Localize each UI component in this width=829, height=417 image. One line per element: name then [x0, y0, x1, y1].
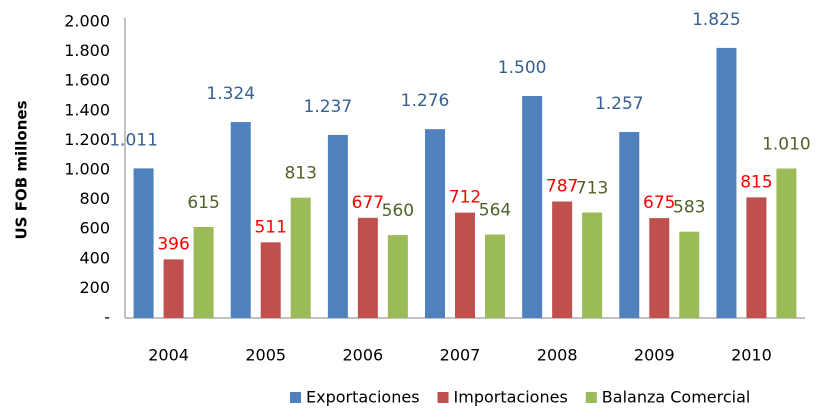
y-tick-label: 1.400: [64, 100, 110, 119]
value-label: 564: [479, 201, 511, 221]
y-tick-label: 1.800: [64, 41, 110, 60]
y-tick-label: 800: [79, 189, 110, 208]
bar: [582, 212, 603, 318]
y-tick-label: 1.600: [64, 71, 110, 90]
value-label: 677: [352, 193, 384, 213]
bar: [260, 242, 281, 318]
bar: [357, 217, 378, 318]
y-tick-label: 200: [79, 278, 110, 297]
y-tick-label: -: [104, 308, 110, 327]
value-label: 1.010: [762, 135, 811, 155]
value-label: 712: [449, 188, 481, 208]
x-tick-label: 2006: [342, 346, 383, 365]
bar: [230, 122, 251, 318]
value-label: 1.500: [498, 58, 547, 78]
value-label: 560: [382, 201, 414, 221]
x-tick-label: 2004: [148, 346, 189, 365]
value-label: 1.257: [595, 94, 644, 114]
value-label: 1.825: [692, 10, 741, 30]
y-tick-label: 600: [79, 219, 110, 238]
value-label: 511: [254, 217, 286, 237]
y-tick-label: 1.200: [64, 130, 110, 149]
x-tick-label: 2007: [440, 346, 481, 365]
legend-swatch: [437, 392, 449, 403]
value-label: 815: [740, 172, 772, 192]
value-label: 713: [576, 178, 608, 198]
bar: [425, 129, 445, 318]
bar: [193, 226, 214, 318]
bar: [552, 201, 573, 318]
value-label: 615: [187, 193, 219, 213]
y-tick-label: 2.000: [64, 12, 110, 31]
bar: [619, 131, 640, 318]
bar: [290, 197, 311, 318]
legend-label: Exportaciones: [306, 388, 420, 407]
value-label: 583: [673, 198, 705, 218]
y-tick-label: 400: [79, 248, 110, 267]
value-label: 1.324: [206, 84, 255, 104]
x-tick-label: 2008: [537, 346, 578, 365]
bar: [716, 47, 737, 319]
x-tick-label: 2010: [731, 346, 772, 365]
x-tick-label: 2009: [634, 346, 675, 365]
bar: [746, 197, 767, 318]
bar: [455, 212, 475, 318]
bar: [387, 235, 408, 318]
value-label: 675: [643, 193, 675, 213]
value-label: 396: [157, 234, 189, 254]
bar: [485, 234, 505, 318]
legend-swatch: [585, 392, 597, 403]
y-axis-label: US FOB millones: [13, 100, 31, 239]
bar: [133, 168, 154, 318]
bar: [327, 134, 348, 318]
x-tick-label: 2005: [245, 346, 286, 365]
bar: [163, 259, 184, 318]
bar: [776, 168, 797, 318]
bar: [649, 218, 670, 318]
value-label: 813: [284, 164, 316, 184]
legend-swatch: [290, 392, 301, 403]
legend-label: Importaciones: [454, 388, 568, 407]
bar: [522, 96, 543, 318]
value-label: 1.276: [401, 91, 450, 111]
value-label: 1.011: [109, 130, 158, 150]
y-tick-label: 1.000: [64, 160, 110, 179]
legend-label: Balanza Comercial: [602, 388, 751, 407]
value-label: 787: [546, 177, 578, 197]
value-label: 1.237: [304, 97, 353, 117]
bar: [679, 231, 700, 318]
